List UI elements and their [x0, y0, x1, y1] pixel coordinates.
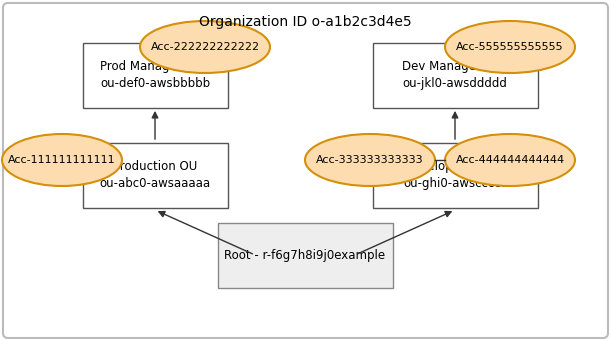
FancyBboxPatch shape — [373, 43, 538, 107]
FancyBboxPatch shape — [82, 43, 227, 107]
Ellipse shape — [2, 134, 122, 186]
Text: Acc-111111111111: Acc-111111111111 — [8, 155, 116, 165]
Text: Acc-333333333333: Acc-333333333333 — [316, 155, 424, 165]
FancyBboxPatch shape — [373, 143, 538, 208]
Text: Acc-444444444444: Acc-444444444444 — [455, 155, 565, 165]
Text: Organization ID o-a1b2c3d4e5: Organization ID o-a1b2c3d4e5 — [199, 15, 411, 29]
FancyBboxPatch shape — [3, 3, 608, 338]
Text: Prod Managers OU
ou-def0-awsbbbbb: Prod Managers OU ou-def0-awsbbbbb — [100, 60, 210, 90]
Text: Acc-555555555555: Acc-555555555555 — [456, 42, 564, 52]
Ellipse shape — [445, 134, 575, 186]
Text: Dev Managers OU
ou-jkl0-awsddddd: Dev Managers OU ou-jkl0-awsddddd — [401, 60, 508, 90]
Ellipse shape — [305, 134, 435, 186]
Ellipse shape — [140, 21, 270, 73]
Text: Root - r-f6g7h8i9j0example: Root - r-f6g7h8i9j0example — [224, 249, 386, 262]
Text: Acc-222222222222: Acc-222222222222 — [150, 42, 260, 52]
Text: Production OU
ou-abc0-awsaaaaa: Production OU ou-abc0-awsaaaaa — [100, 160, 211, 190]
Text: Development OU
ou-ghi0-awsccccc: Development OU ou-ghi0-awsccccc — [403, 160, 507, 190]
FancyBboxPatch shape — [218, 222, 392, 287]
FancyBboxPatch shape — [82, 143, 227, 208]
Ellipse shape — [445, 21, 575, 73]
